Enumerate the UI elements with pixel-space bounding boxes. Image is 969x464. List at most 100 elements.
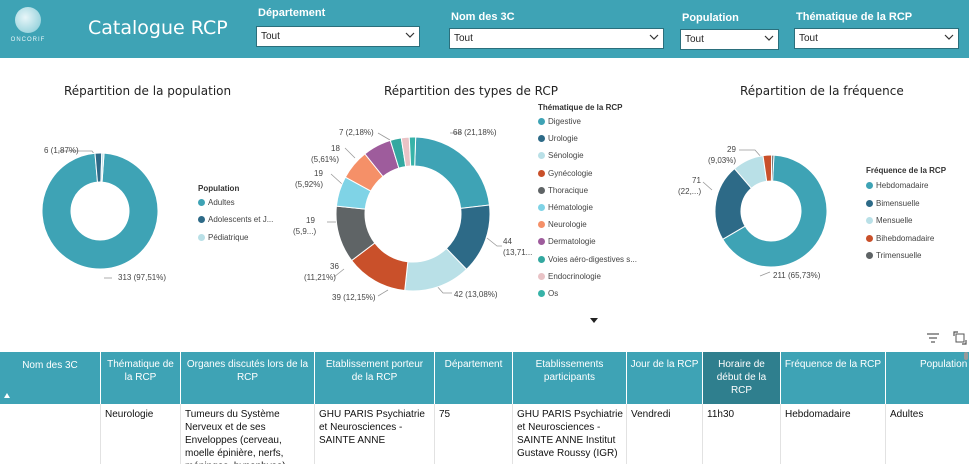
column-header-departement[interactable]: Département <box>435 352 513 404</box>
oncorif-logo: ONCORIF <box>6 4 50 54</box>
data-label: (11,21%) <box>304 273 336 282</box>
legend-item[interactable]: Bihebdomadaire <box>866 234 934 243</box>
legend-dot <box>866 217 873 224</box>
legend-item[interactable]: Sénologie <box>538 151 584 160</box>
legend-item[interactable]: Adultes <box>198 198 235 207</box>
legend-item[interactable]: Urologie <box>538 134 578 143</box>
filter-departement-value: Tout <box>261 31 280 42</box>
legend-label: Os <box>548 289 559 298</box>
legend-dot <box>866 234 873 242</box>
column-header-nom-3c[interactable]: Nom des 3C <box>0 352 101 404</box>
column-header-etablissements-participants[interactable]: Etablissements participants <box>513 352 627 404</box>
data-label: 39 (12,15%) <box>332 293 376 302</box>
report-header: ONCORIF Catalogue RCP Département Tout N… <box>0 0 969 58</box>
legend-item[interactable]: Mensuelle <box>866 216 912 225</box>
data-label: 6 (1,87%) <box>44 146 79 155</box>
data-label: (5,61%) <box>311 155 340 164</box>
slice-p-diatrique[interactable] <box>100 152 105 183</box>
slice-trimensuelle[interactable] <box>770 154 775 182</box>
slice-adultes[interactable] <box>41 152 159 270</box>
filter-population-select[interactable]: Tout <box>680 29 779 50</box>
cell-organes: Tumeurs du Système Nerveux et de ses Env… <box>181 404 315 464</box>
legend-label: Adultes <box>208 198 235 207</box>
sort-ascending-icon[interactable] <box>4 393 10 398</box>
legend-label: Trimensuelle <box>876 251 922 260</box>
legend-label: Mensuelle <box>876 216 913 225</box>
filter-thematique-select[interactable]: Tout <box>794 28 959 49</box>
column-header-jour[interactable]: Jour de la RCP <box>627 352 703 404</box>
filter-departement-select[interactable]: Tout <box>256 26 420 47</box>
filter-3c-select[interactable]: Tout <box>449 28 664 49</box>
slice-hebdomadaire[interactable] <box>721 154 828 268</box>
logo-globe-icon <box>15 7 41 33</box>
data-label: 44 <box>503 237 512 246</box>
cell-horaire: 11h30 <box>703 404 781 464</box>
cell-nom-3c <box>0 404 101 464</box>
legend-dot <box>866 199 873 207</box>
legend-dot <box>538 221 545 229</box>
legend-item[interactable]: Hebdomadaire <box>866 181 928 190</box>
legend-dot <box>538 290 545 297</box>
table-header: Nom des 3C Thématique de la RCP Organes … <box>0 352 969 404</box>
logo-text: ONCORIF <box>10 37 46 43</box>
legend-dot <box>198 216 205 223</box>
legend-item[interactable]: Adolescents et J... <box>198 215 273 224</box>
column-header-organes[interactable]: Organes discutés lors de la RCP <box>181 352 315 404</box>
legend-dot <box>198 199 205 206</box>
cell-departement: 75 <box>435 404 513 464</box>
cell-jour: Vendredi <box>627 404 703 464</box>
focus-mode-icon[interactable] <box>953 331 967 345</box>
legend-label: Voies aéro-digestives s... <box>548 254 637 264</box>
legend-item[interactable]: Thoracique <box>538 186 588 195</box>
population-legend-title: Population <box>198 184 240 193</box>
donut-0 <box>41 152 159 270</box>
legend-dot <box>538 204 545 211</box>
chevron-down-icon <box>764 35 774 41</box>
legend-dot <box>538 152 545 160</box>
frequence-legend-title: Fréquence de la RCP <box>866 166 947 175</box>
legend-item[interactable]: Gynécologie <box>538 169 592 178</box>
legend-dot <box>866 182 873 189</box>
data-label: (5,9...) <box>293 227 317 236</box>
column-header-frequence[interactable]: Fréquence de la RCP <box>781 352 886 404</box>
slice-os[interactable] <box>408 136 417 167</box>
data-label: (22,...) <box>678 187 702 196</box>
filter-icon[interactable] <box>926 331 940 345</box>
data-label: 36 <box>330 262 339 271</box>
legend-scroll-down-icon[interactable] <box>589 317 599 325</box>
cell-etablissement-porteur: GHU PARIS Psychiatrie et Neurosciences -… <box>315 404 435 464</box>
column-header-population[interactable]: Population <box>920 359 968 370</box>
legend-item[interactable]: Dermatologie <box>538 237 596 246</box>
donut-2 <box>714 154 828 268</box>
types-legend-title: Thématique de la RCP <box>538 103 623 112</box>
legend-item[interactable]: Digestive <box>538 117 581 126</box>
column-header-etablissement-porteur[interactable]: Etablissement porteur de la RCP <box>315 352 435 404</box>
legend-item[interactable]: Endocrinologie <box>538 272 601 281</box>
legend-item[interactable]: Voies aéro-digestives s... <box>538 255 637 264</box>
data-label: 313 (97,51%) <box>118 273 167 282</box>
column-header-thematique[interactable]: Thématique de la RCP <box>101 352 181 404</box>
cell-population: Adultes <box>890 409 924 420</box>
legend-label: Pédiatrique <box>208 233 249 242</box>
legend-dot <box>538 169 545 177</box>
legend-item[interactable]: Bimensuelle <box>866 199 920 208</box>
legend-item[interactable]: Neurologie <box>538 220 587 229</box>
table-scrollbar[interactable] <box>964 352 968 360</box>
slice-digestive[interactable] <box>414 136 491 209</box>
legend-item[interactable]: Pédiatrique <box>198 233 248 242</box>
filter-3c-value: Tout <box>454 33 473 44</box>
types-chart-title: Répartition des types de RCP <box>384 84 559 98</box>
legend-item[interactable]: Trimensuelle <box>866 251 922 260</box>
legend-label: Bimensuelle <box>876 198 920 208</box>
legend-item[interactable]: Hématologie <box>538 203 593 212</box>
legend-dot <box>538 272 545 280</box>
legend-label: Bihebdomadaire <box>876 233 935 243</box>
column-header-horaire[interactable]: Horaire de début de la RCP <box>703 352 781 404</box>
chevron-down-icon <box>944 34 954 40</box>
legend-label: Urologie <box>548 134 578 144</box>
legend-label: Neurologie <box>548 220 587 230</box>
legend-label: Hématologie <box>548 203 593 212</box>
legend-item[interactable]: Os <box>538 289 558 298</box>
filter-label-departement: Département <box>258 7 326 19</box>
legend-dot <box>198 234 205 241</box>
